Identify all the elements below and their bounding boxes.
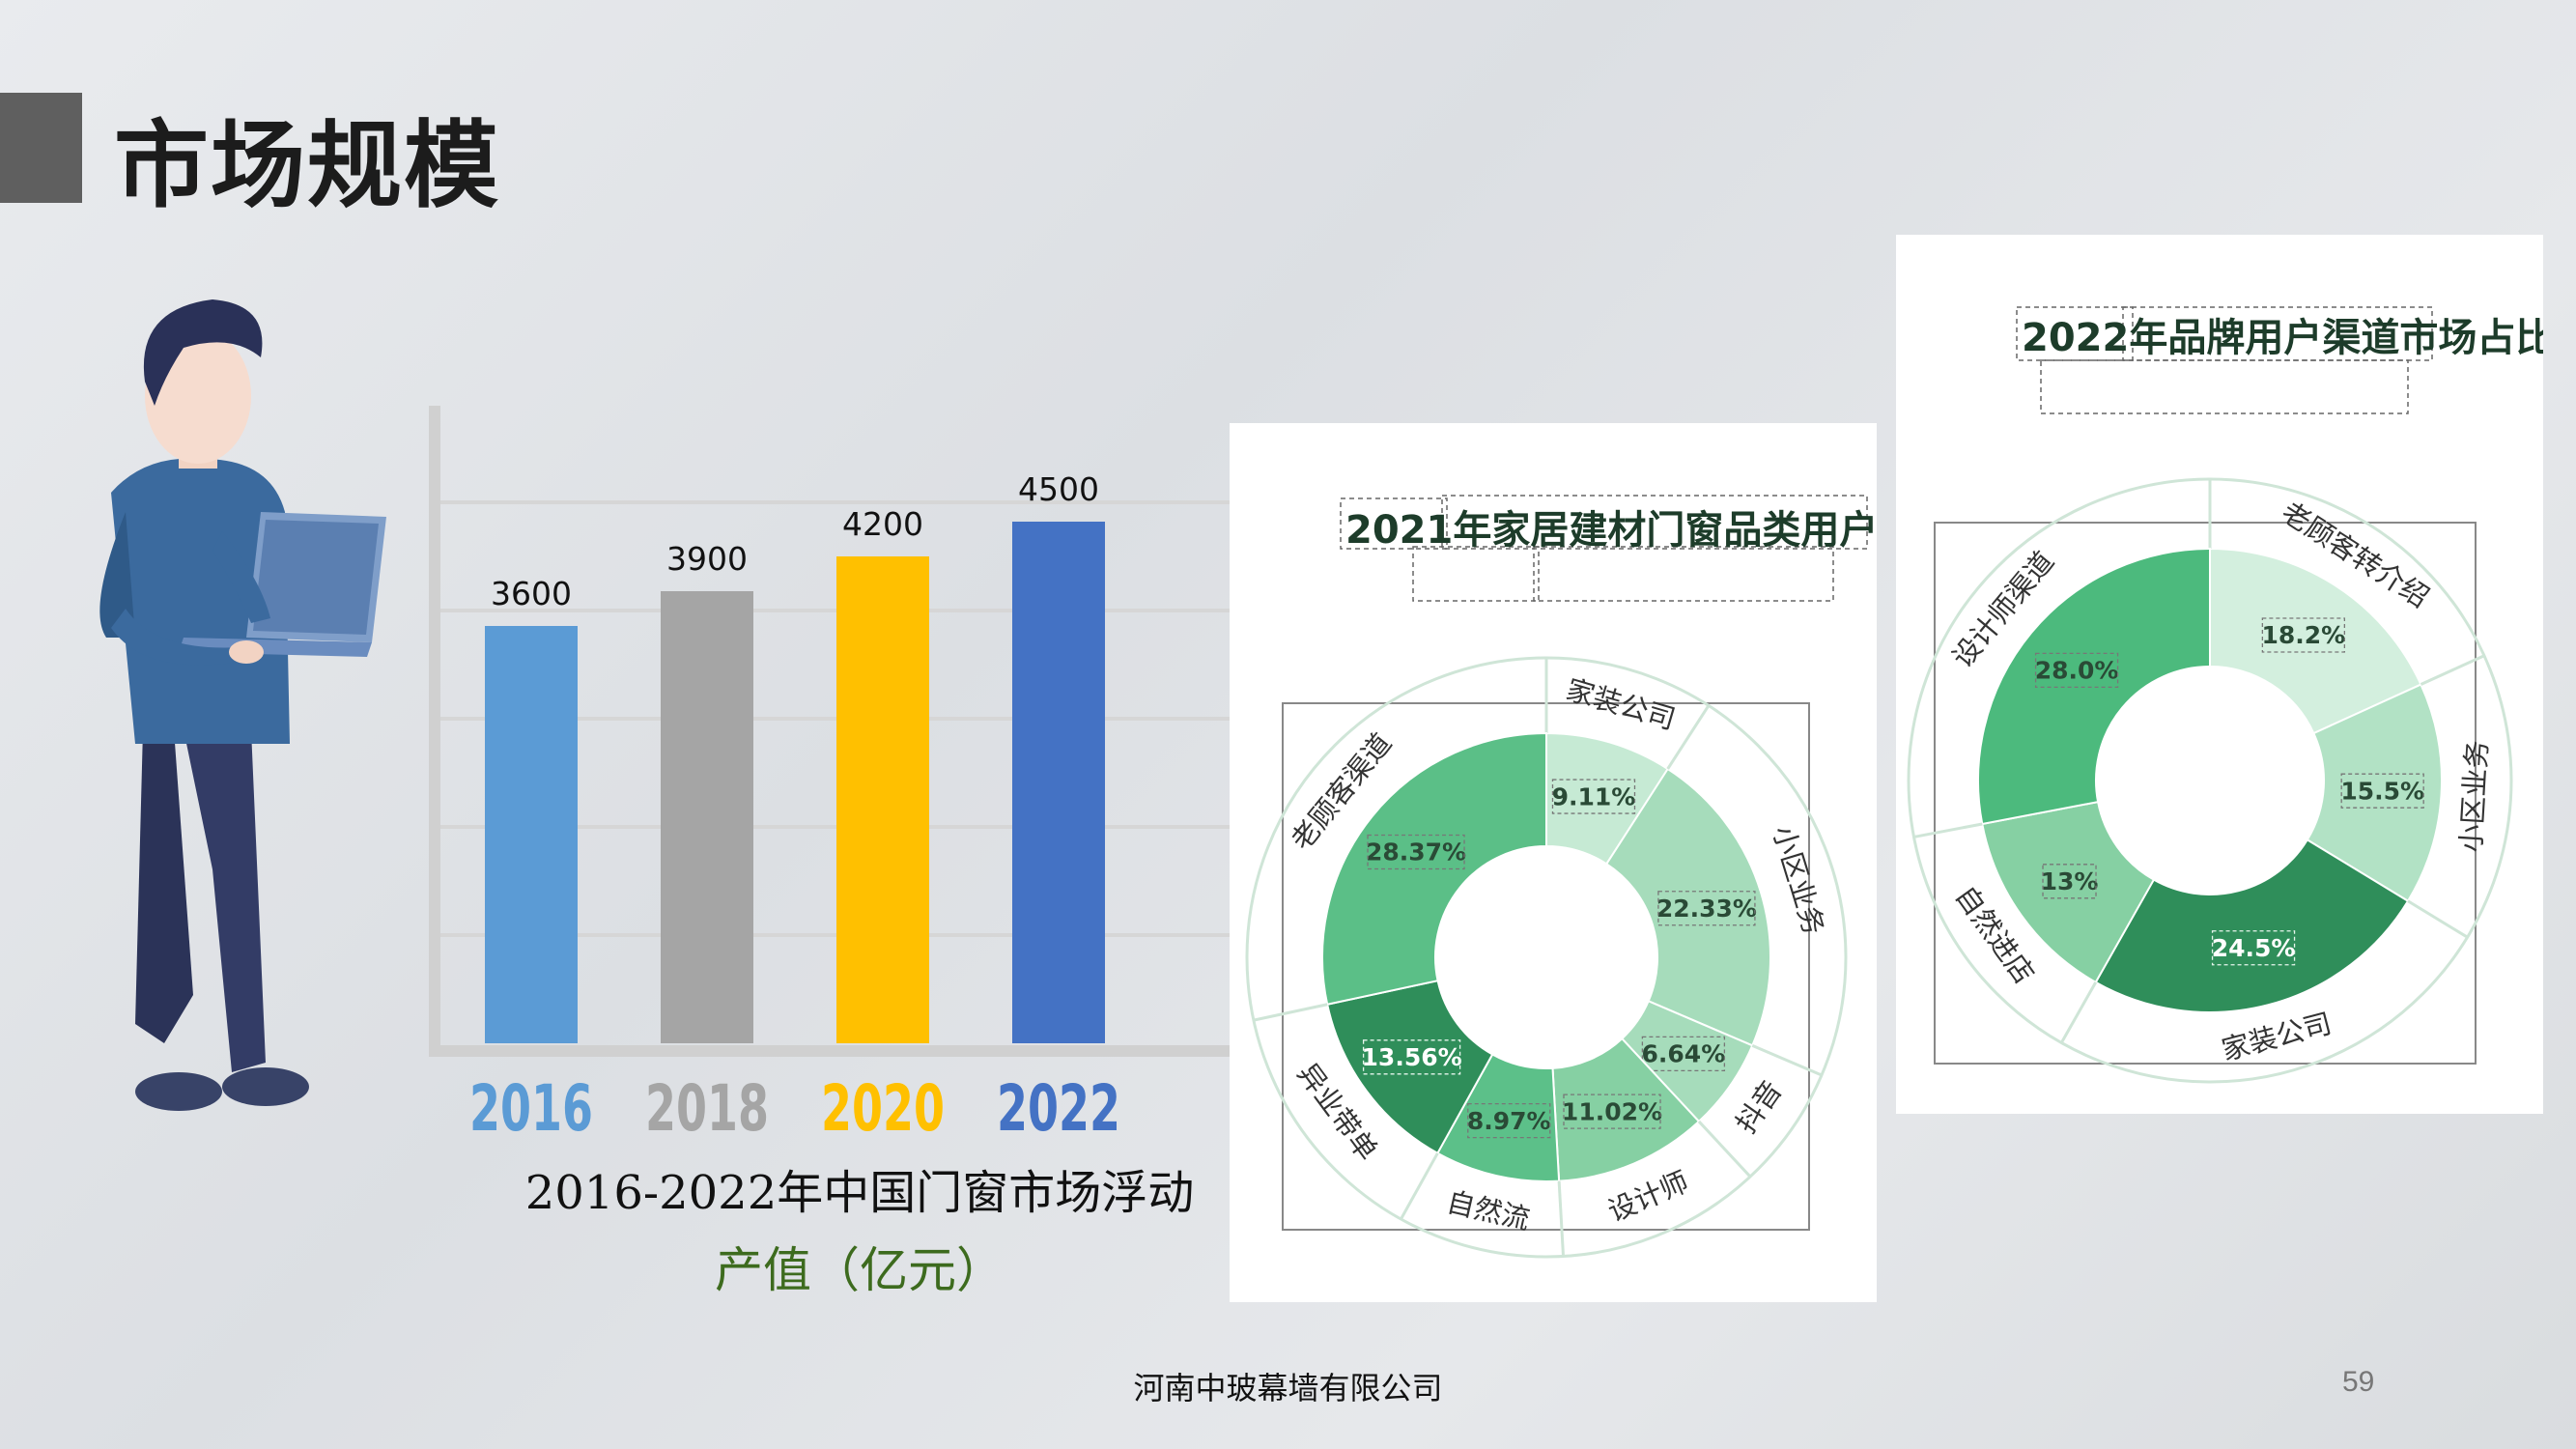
donut-category-label: 家装公司	[2219, 1007, 2335, 1066]
donut-category-label: 自然流	[1444, 1185, 1533, 1236]
donut-divider	[1666, 704, 1711, 770]
donut-percent-label: 8.97%	[1467, 1107, 1551, 1135]
donut-frame	[1934, 522, 2477, 1065]
donut-category-label: 抖音	[1729, 1074, 1788, 1139]
donut-slice	[1977, 547, 2211, 826]
donut-divider	[1913, 822, 1983, 838]
donut-percent-label: 9.11%	[1552, 782, 1636, 810]
slide-title: 市场规模	[114, 111, 501, 221]
donut-divider	[2059, 981, 2098, 1044]
donut-percent-label: 18.2%	[2261, 621, 2345, 649]
bar-category-label: 2016	[469, 1071, 593, 1140]
donut-label-box	[1641, 1036, 1726, 1072]
bar-category-label: 2022	[997, 1071, 1120, 1140]
bar-2018	[661, 591, 753, 1043]
donut-divider	[1400, 1152, 1439, 1220]
donut-percent-label: 15.5%	[2340, 777, 2424, 805]
donut-slice	[2209, 547, 2422, 735]
bar-2022	[1012, 522, 1105, 1043]
donut-label-box	[1367, 834, 1465, 870]
donut-label-box	[1551, 779, 1636, 814]
title-tag-box	[1412, 546, 1540, 602]
donut-percent-label: 28.0%	[2035, 657, 2119, 685]
donut-label-box	[2211, 930, 2296, 966]
bar-chart-caption-line2: 产值（亿元）	[715, 1242, 1005, 1298]
bar-chart-caption-line1: 2016-2022年中国门窗市场浮动	[524, 1166, 1195, 1220]
page-number: 59	[2342, 1366, 2375, 1398]
donut-slice	[1325, 979, 1494, 1155]
title-accent-bar	[0, 93, 82, 203]
donut-panel-2022: 2022年品牌用户渠道市场占比分析 18.2%老顾客转介绍15.5%小区业务24…	[1896, 235, 2576, 1114]
title-tag-box	[1441, 495, 1868, 550]
title-tag-box	[1340, 497, 1448, 550]
title-tag-box	[1533, 546, 1834, 602]
donut-percent-label: 13%	[2041, 867, 2099, 895]
donut-slice	[1981, 800, 2156, 984]
donut-chart-2021: 2021年家居建材门窗品类用户渠道市场占比分析 9.11%家装公司22.33%小…	[1245, 495, 2187, 1259]
donut-percent-label: 28.37%	[1366, 838, 1466, 867]
donut-label-box	[1563, 1094, 1661, 1129]
bar-2016	[485, 626, 578, 1043]
donut-percent-label: 22.33%	[1656, 895, 1757, 923]
donut-divider	[1557, 1180, 1566, 1257]
donut-label-box	[1467, 1102, 1551, 1139]
donut-label-box	[2042, 864, 2097, 899]
donut-chart-2022: 2022年品牌用户渠道市场占比分析 18.2%老顾客转介绍15.5%小区业务24…	[1907, 306, 2576, 1084]
donut-slice	[2094, 838, 2410, 1013]
market-value-bar-chart: 3600 2016 3900 2018 4200 2020 4500 2022	[429, 406, 1236, 1140]
donut-percent-label: 13.56%	[1362, 1043, 1462, 1071]
donut-divider	[1697, 1120, 1752, 1179]
donut-hole	[2098, 668, 2322, 893]
donut-category-label: 小区业务	[2454, 739, 2494, 853]
bar-category-label: 2018	[645, 1071, 769, 1140]
donut-label-box	[2340, 773, 2424, 809]
title-tag-box	[2040, 359, 2409, 414]
bar-value-label: 3900	[666, 540, 748, 578]
bar-category-label: 2020	[821, 1071, 945, 1140]
company-footer: 河南中玻幕墙有限公司	[1133, 1370, 1443, 1406]
donut-category-label: 设计师	[1603, 1165, 1693, 1228]
donut-label-box	[2261, 617, 2346, 653]
bar-value-label: 4500	[1018, 470, 1099, 508]
bar-value-label: 3600	[491, 575, 572, 612]
bar-value-label: 4200	[842, 505, 923, 543]
donut-label-box	[1362, 1039, 1461, 1075]
donut-label-box	[1657, 891, 1756, 926]
donut-slice	[1604, 767, 1771, 1047]
donut-slice	[2306, 683, 2443, 903]
bar-2020	[836, 556, 929, 1043]
donut-2022-title: 2022年品牌用户渠道市场占比分析	[2022, 316, 2543, 360]
title-tag-box	[2016, 306, 2134, 361]
donut-percent-label: 6.64%	[1642, 1040, 1726, 1068]
donut-label-box	[2034, 652, 2119, 689]
donut-panel-2021: 2021年家居建材门窗品类用户渠道市场占比分析 9.11%家装公司22.33%小…	[1230, 423, 2187, 1302]
donut-slice	[1321, 731, 1547, 1006]
donut-percent-label: 24.5%	[2212, 934, 2296, 962]
donut-divider	[1751, 1043, 1823, 1077]
donut-divider	[2420, 654, 2485, 686]
donut-percent-label: 11.02%	[1562, 1097, 1662, 1125]
donut-divider	[1253, 1003, 1328, 1022]
donut-hole	[1437, 848, 1656, 1066]
donut-2021-title: 2021年家居建材门窗品类用户渠道市场占比分析	[1345, 508, 1877, 553]
donut-divider	[2407, 899, 2469, 939]
person-with-laptop-illustration	[99, 299, 386, 1111]
